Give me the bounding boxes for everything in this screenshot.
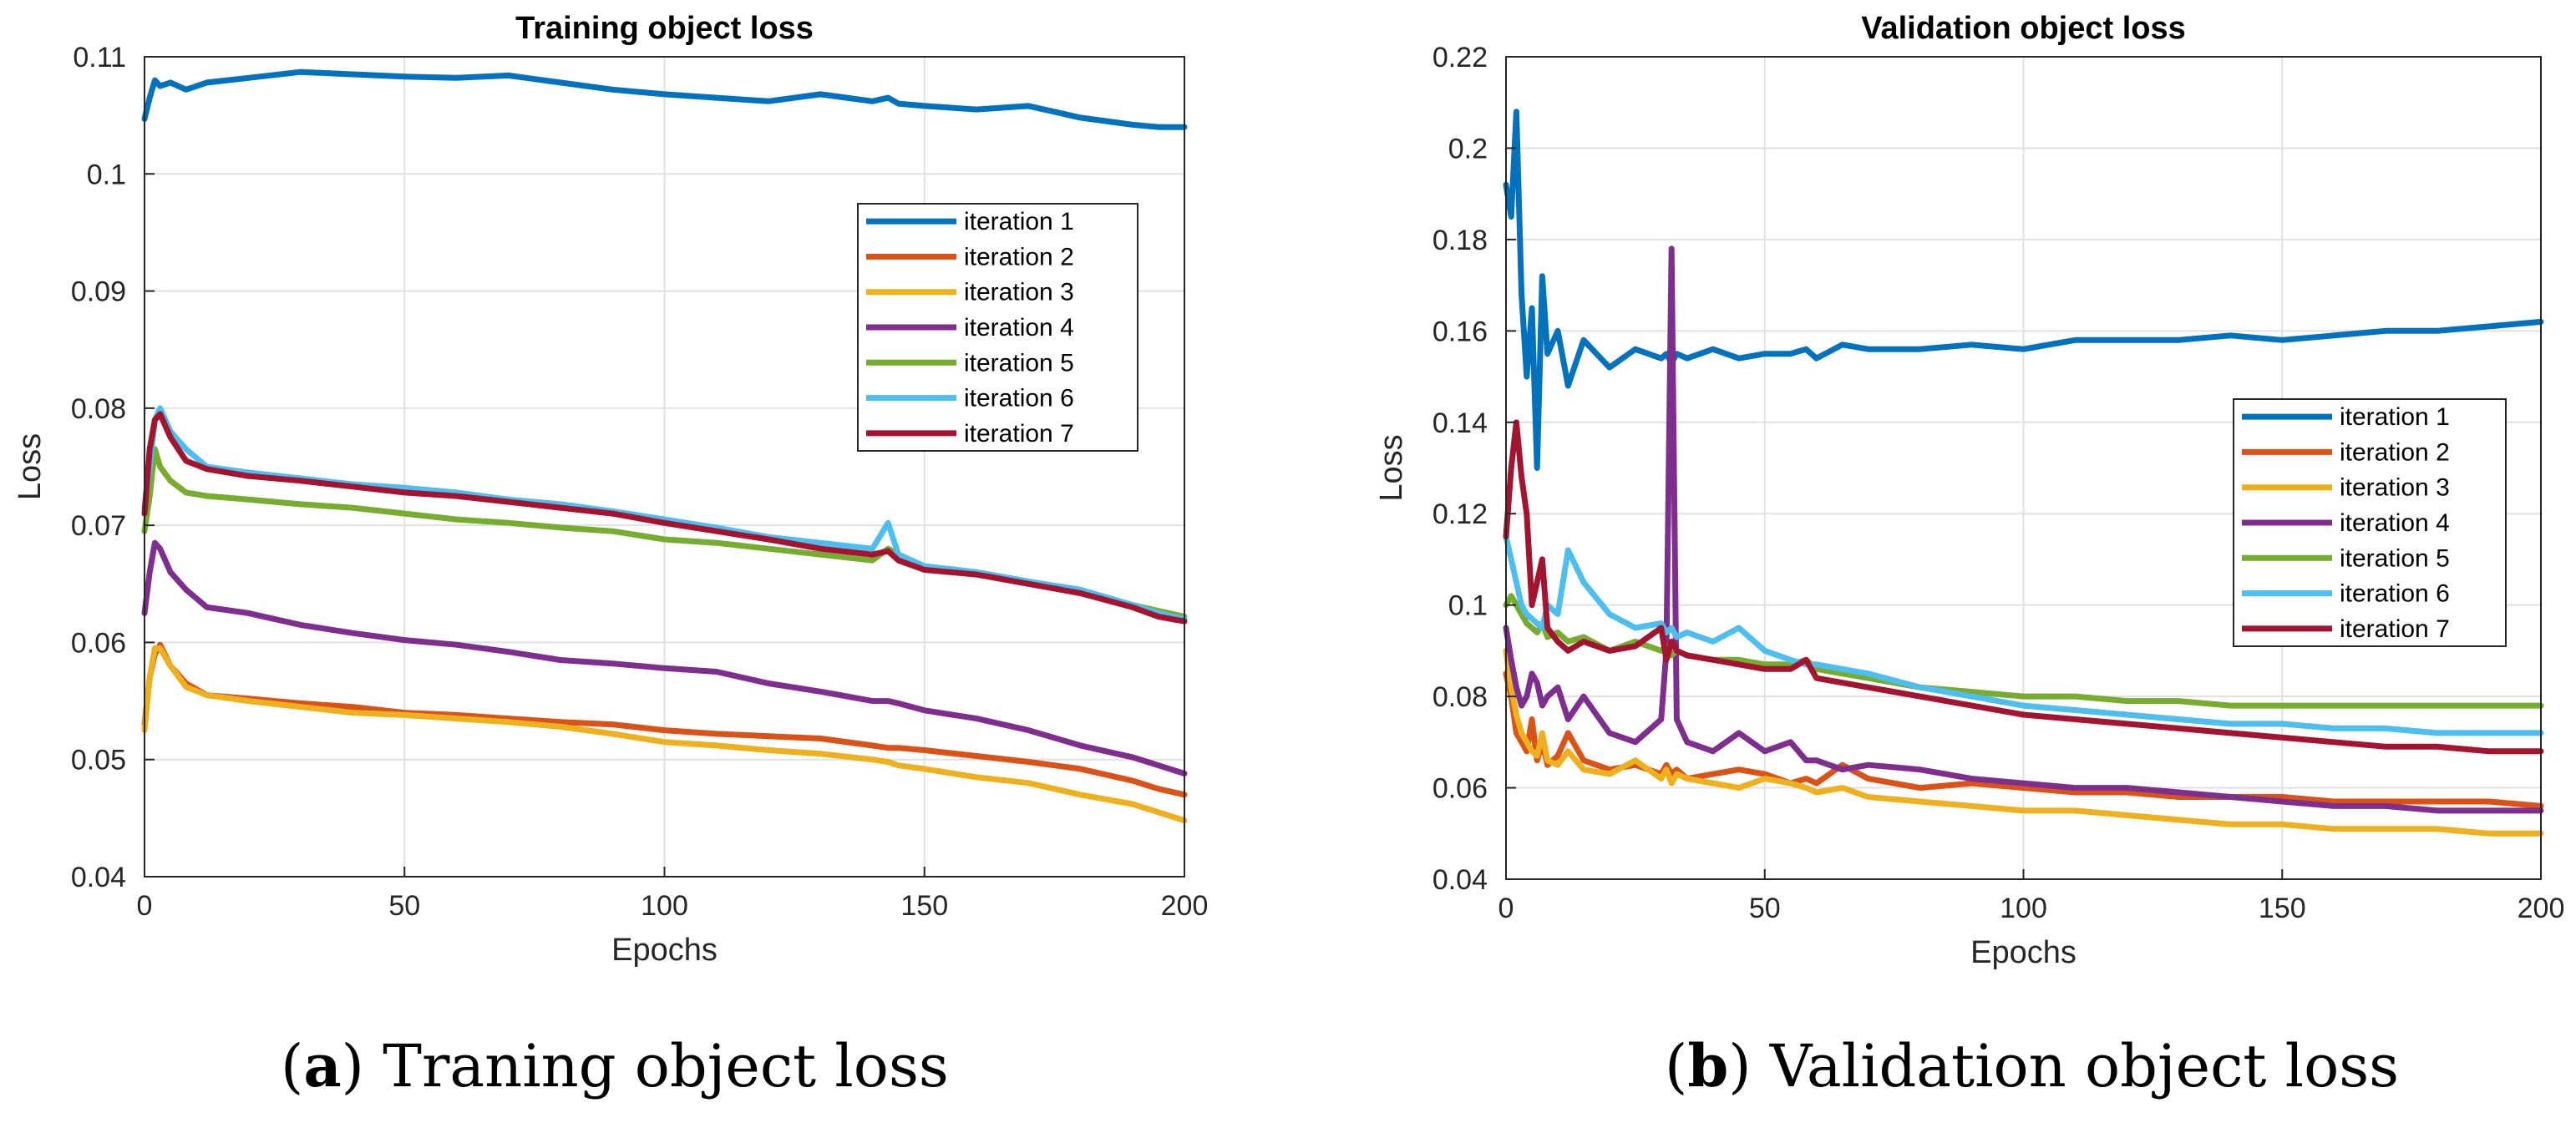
y-tick-label: 0.06 (71, 627, 126, 659)
y-tick-label: 0.22 (1433, 42, 1488, 73)
y-tick-label: 0.04 (71, 862, 126, 893)
y-tick-label: 0.08 (71, 393, 126, 425)
y-tick-label: 0.1 (87, 159, 126, 190)
legend-label-4: iteration 4 (964, 314, 1074, 341)
legend-label-1: iteration 1 (2340, 403, 2450, 431)
chart-title: Training object loss (515, 11, 814, 46)
legend-label-6: iteration 6 (2340, 580, 2450, 608)
legend-label-2: iteration 2 (2340, 438, 2450, 466)
y-tick-label: 0.08 (1433, 681, 1488, 713)
y-tick-label: 0.06 (1433, 773, 1488, 805)
legend-label-6: iteration 6 (964, 385, 1074, 412)
y-tick-label: 0.11 (73, 42, 126, 73)
x-tick-label: 200 (1161, 890, 1209, 922)
chart-title: Validation object loss (1861, 11, 2186, 46)
series-line-6 (1503, 534, 2544, 736)
x-tick-label: 150 (2259, 893, 2306, 924)
y-tick-label: 0.04 (1433, 864, 1488, 896)
x-tick-label: 100 (641, 890, 688, 922)
y-tick-label: 0.2 (1448, 133, 1488, 164)
y-tick-label: 0.1 (1448, 590, 1488, 622)
y-tick-label: 0.14 (1433, 407, 1488, 439)
legend-label-1: iteration 1 (964, 208, 1074, 235)
training-loss-chart: 0 50 100 150 200 0.04 0.05 0.06 0.07 0.08 0.09 0.1 0… (13, 11, 1208, 968)
x-tick-label: 150 (900, 890, 948, 922)
legend-label-3: iteration 3 (964, 279, 1074, 306)
y-tick-label: 0.16 (1433, 316, 1488, 347)
series-line-1 (1503, 109, 2544, 471)
x-tick-label: 0 (1498, 893, 1514, 924)
x-axis-label: Epochs (1970, 935, 2077, 970)
x-axis-label: Epochs (611, 933, 718, 968)
y-tick-label: 0.09 (71, 276, 126, 308)
y-tick-label: 0.05 (71, 745, 126, 776)
x-tick-label: 50 (1749, 893, 1781, 924)
ticks: 0 50 100 150 200 0.04 0.06 0.08 0.1 0.12 0.14 0.16 0… (1433, 42, 2565, 924)
series-line-4 (141, 539, 1188, 776)
series-line-3 (141, 645, 1188, 824)
y-tick-label: 0.07 (71, 510, 126, 542)
legend: iteration 1 iteration 2 iteration 3 iterati… (857, 203, 1138, 452)
caption-a: (a) Traning object loss (281, 1031, 949, 1100)
series-line-4 (1503, 245, 2544, 814)
series-line-3 (1503, 647, 2544, 837)
legend-label-5: iteration 5 (2340, 544, 2450, 572)
series-line-7 (141, 411, 1188, 625)
legend-label-2: iteration 2 (964, 243, 1074, 271)
series-group (141, 68, 1188, 824)
x-tick-label: 50 (388, 890, 420, 922)
x-tick-label: 200 (2518, 893, 2565, 924)
caption-b: (b) Validation object loss (1665, 1031, 2400, 1100)
ticks: 0 50 100 150 200 0.04 0.05 0.06 0.07 0.08 0.09 0.1 0… (71, 42, 1209, 922)
series-group (1503, 109, 2544, 837)
y-tick-label: 0.18 (1433, 225, 1488, 256)
series-line-7 (1503, 419, 2544, 755)
legend-label-7: iteration 7 (2340, 615, 2450, 643)
legend-label-3: iteration 3 (2340, 474, 2450, 502)
legend: iteration 1 iteration 2 iteration 3 iterati… (2233, 398, 2507, 647)
grid (144, 56, 1185, 878)
y-tick-label: 0.12 (1433, 498, 1488, 530)
validation-loss-chart: 0 50 100 150 200 0.04 0.06 0.08 0.1 0.12 0.14 0.16 0… (1374, 11, 2564, 970)
x-tick-label: 100 (2000, 893, 2047, 924)
legend-label-4: iteration 4 (2340, 509, 2450, 537)
series-line-1 (141, 68, 1188, 130)
legend-label-7: iteration 7 (964, 420, 1074, 448)
y-axis-label: Loss (13, 433, 48, 500)
x-tick-label: 0 (137, 890, 153, 922)
legend-label-5: iteration 5 (964, 349, 1074, 377)
y-axis-label: Loss (1374, 434, 1409, 501)
